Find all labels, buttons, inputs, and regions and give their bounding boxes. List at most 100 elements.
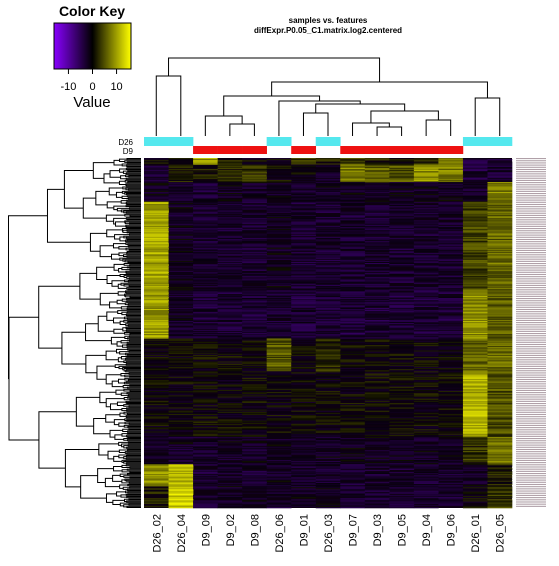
heatmap-cell [266,263,292,265]
heatmap-cell [487,462,513,464]
heatmap-cell [315,352,341,355]
dendrogram-branch [125,493,141,496]
heatmap-cell [144,328,169,331]
heatmap-cell [144,371,169,373]
heatmap-cell [389,433,415,436]
heatmap-cell [266,480,292,483]
heatmap-cell [193,310,218,312]
heatmap-cell [340,255,366,257]
heatmap-cell [193,240,218,242]
heatmap-cell [364,396,390,398]
heatmap-cell [413,428,439,430]
heatmap-cell [462,442,488,444]
feature-label [516,357,546,359]
column-label: D9_08 [249,514,261,546]
heatmap-cell [438,185,464,187]
heatmap-cell [438,317,464,320]
heatmap-cell [217,203,243,206]
heatmap-cell [217,235,243,238]
heatmap-cell [242,305,267,308]
feature-labels [516,158,546,507]
heatmap-cell [144,231,169,233]
heatmap-cell [438,240,464,242]
heatmap-cell [193,211,218,213]
heatmap-cell [462,316,488,318]
dendrogram-branch [112,243,126,249]
heatmap-cell [242,334,267,336]
heatmap-cell [193,306,218,309]
heatmap-cell [193,343,218,346]
heatmap-cell [413,478,439,480]
heatmap-cell [487,491,513,493]
heatmap-cell [193,198,218,200]
heatmap-cell [144,269,169,271]
heatmap-cell [193,378,218,381]
heatmap-cell [217,205,243,207]
heatmap-cell [144,277,169,279]
heatmap-cell [291,465,317,467]
heatmap-cell [364,500,390,502]
heatmap-cell [340,442,366,444]
heatmap-cell [364,477,390,479]
heatmap-cell [168,412,194,415]
heatmap-cell [438,442,464,444]
feature-label [516,210,546,212]
heatmap-cell [364,315,390,317]
heatmap-cell [438,289,464,291]
heatmap-cell [217,301,243,303]
heatmap-cell [242,171,267,173]
heatmap-cell [340,313,366,315]
heatmap-cell [438,341,464,344]
heatmap-cell [242,278,267,280]
heatmap-cell [389,415,415,417]
heatmap-cell [168,316,194,318]
heatmap-cell [193,295,218,298]
heatmap-cell [487,326,513,328]
heatmap-cell [291,163,317,165]
heatmap-cell [438,266,464,268]
heatmap-cell [462,215,488,218]
heatmap-cell [487,225,513,228]
heatmap-cell [168,263,194,265]
dendrogram-branch [123,498,129,502]
heatmap-cell [389,194,415,196]
heatmap-cell [315,159,341,161]
heatmap-cell [291,430,317,432]
heatmap-cell [438,231,464,233]
heatmap-cell [340,163,366,165]
heatmap-cell [364,358,390,360]
heatmap-cell [217,376,243,379]
heatmap-cell [340,176,366,178]
heatmap-cell [389,277,415,279]
heatmap-cell [266,338,292,340]
heatmap-cell [340,485,366,487]
heatmap-cell [413,313,439,315]
heatmap-cell [242,193,267,195]
heatmap-cell [217,399,243,402]
heatmap-cell [315,483,341,486]
heatmap-cell [389,458,415,461]
heatmap-cell [266,232,292,234]
heatmap-cell [168,410,194,413]
heatmap-cell [462,421,488,423]
heatmap-cell [315,185,341,187]
heatmap-cell [217,322,243,324]
heatmap-cell [315,506,341,509]
heatmap-cell [217,272,243,275]
heatmap-cell [168,362,194,364]
heatmap-cell [315,441,341,443]
heatmap-cell [389,304,415,306]
heatmap-cell [144,272,169,275]
heatmap-cell [168,481,194,484]
heatmap-cell [340,275,366,277]
feature-label [516,335,546,337]
heatmap-cell [340,429,366,431]
heatmap-cell [340,167,366,170]
heatmap-cell [193,185,218,187]
heatmap-cell [340,339,366,341]
heatmap-cell [193,300,218,302]
feature-label [516,243,546,245]
heatmap-cell [168,474,194,476]
heatmap-cell [389,381,415,383]
heatmap-cell [242,234,267,236]
